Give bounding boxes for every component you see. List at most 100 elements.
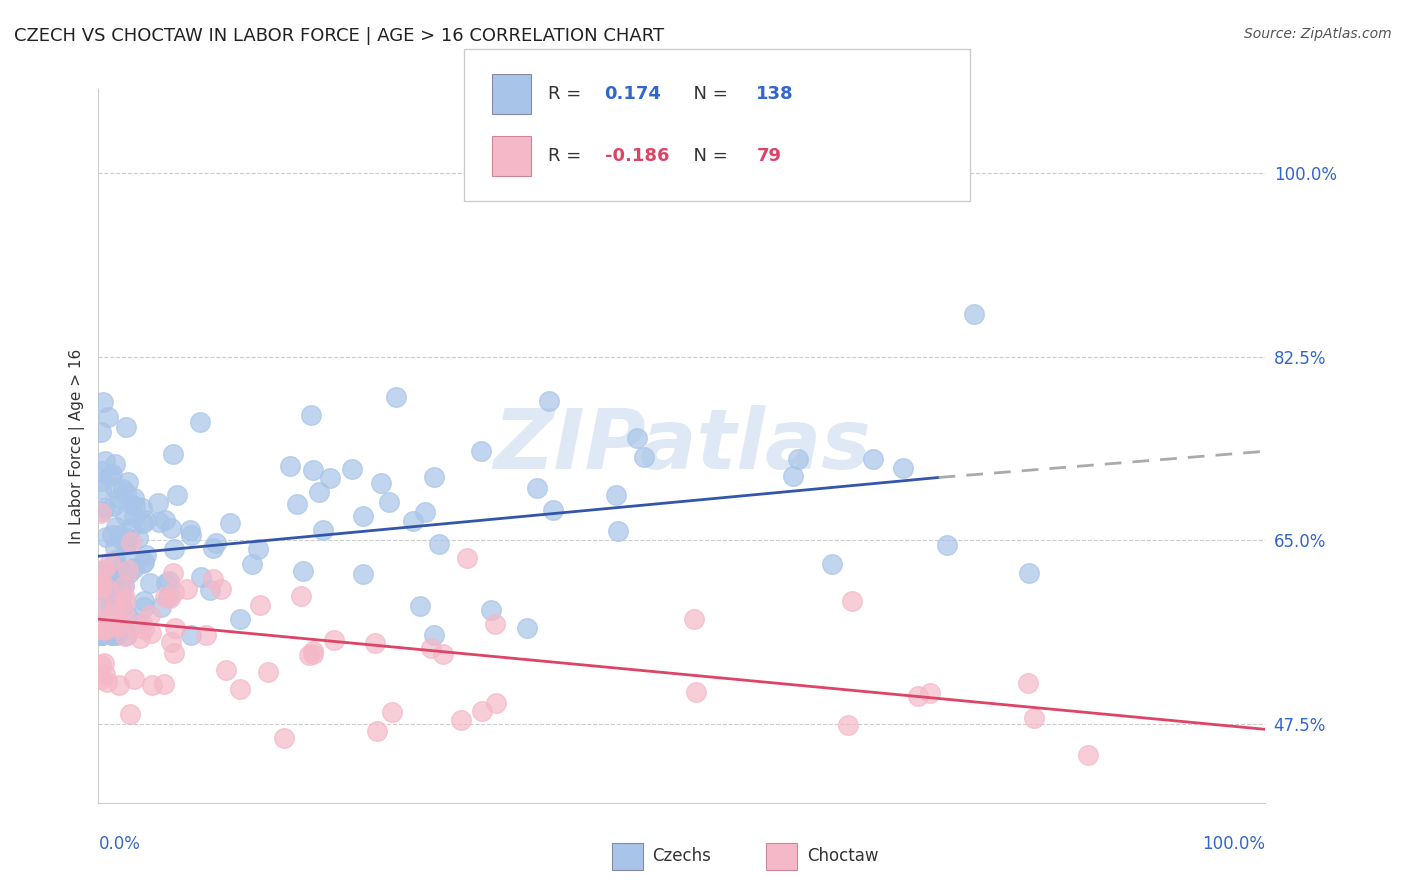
Point (605, 488, 627, 502)
Point (131, 616, 153, 631)
Point (402, 514, 425, 528)
Point (202, 541, 225, 556)
Point (94, 454, 117, 468)
Point (110, 599, 132, 613)
Point (107, 561, 129, 575)
Point (311, 523, 333, 537)
Point (682, 612, 704, 626)
Point (180, 528, 202, 542)
Point (297, 648, 319, 662)
Point (149, 600, 172, 615)
Point (685, 685, 707, 699)
Text: CZECH VS CHOCTAW IN LABOR FORCE | AGE > 16 CORRELATION CHART: CZECH VS CHOCTAW IN LABOR FORCE | AGE > … (14, 27, 664, 45)
Point (94, 530, 117, 544)
Point (323, 632, 346, 647)
Point (112, 579, 135, 593)
Point (364, 636, 387, 650)
Point (108, 678, 131, 692)
Point (96, 582, 118, 596)
Point (90, 657, 112, 672)
Point (101, 467, 124, 481)
Point (94, 617, 117, 632)
Point (146, 495, 169, 509)
Point (120, 520, 142, 534)
Point (135, 513, 157, 527)
Point (97, 586, 120, 600)
Point (121, 498, 143, 512)
Point (90, 599, 112, 614)
Point (257, 665, 280, 679)
Point (105, 568, 128, 582)
Point (247, 542, 270, 557)
Point (162, 646, 184, 660)
Point (114, 530, 136, 544)
Point (115, 608, 138, 623)
Point (626, 431, 648, 445)
Point (100, 628, 122, 642)
Point (179, 523, 201, 537)
Point (132, 622, 155, 636)
Point (427, 537, 450, 551)
Point (215, 664, 238, 678)
Point (93, 562, 115, 576)
Point (105, 628, 128, 642)
Point (112, 608, 135, 623)
Point (302, 463, 325, 477)
Point (228, 612, 250, 626)
Point (423, 470, 446, 484)
Point (98, 469, 121, 483)
Point (114, 591, 136, 606)
Point (633, 450, 655, 465)
Point (180, 628, 202, 642)
Point (409, 599, 432, 614)
Point (91, 628, 114, 642)
Point (479, 603, 502, 617)
Point (176, 582, 198, 596)
Point (108, 528, 131, 542)
Point (165, 621, 187, 635)
Point (115, 628, 138, 642)
Text: 138: 138 (756, 85, 794, 103)
Point (841, 594, 863, 608)
Point (219, 516, 242, 530)
Point (352, 567, 374, 582)
Point (90, 573, 112, 587)
Text: ZIPatlas: ZIPatlas (494, 406, 870, 486)
Point (93, 622, 115, 636)
Point (115, 420, 138, 434)
Point (90, 504, 112, 518)
Point (202, 572, 225, 586)
Text: 79: 79 (756, 147, 782, 165)
Point (131, 500, 153, 515)
Point (104, 481, 127, 495)
Point (278, 459, 301, 474)
Point (155, 513, 177, 527)
Point (484, 696, 506, 710)
Y-axis label: In Labor Force | Age > 16: In Labor Force | Age > 16 (69, 349, 84, 543)
Point (115, 486, 138, 500)
Point (141, 678, 163, 692)
Text: Choctaw: Choctaw (807, 847, 879, 865)
Point (352, 509, 374, 524)
Point (141, 626, 163, 640)
Point (471, 704, 494, 718)
Point (148, 515, 170, 529)
Point (90, 622, 112, 636)
Point (273, 731, 295, 746)
Point (159, 591, 181, 605)
Point (90, 578, 112, 592)
Point (470, 443, 492, 458)
Point (104, 553, 127, 567)
Point (104, 592, 127, 607)
Point (118, 566, 141, 580)
Point (413, 505, 436, 519)
Point (1018, 566, 1040, 580)
Point (160, 520, 183, 534)
Point (101, 606, 124, 620)
Text: -0.186: -0.186 (605, 147, 669, 165)
Point (93, 623, 115, 637)
Point (162, 447, 184, 461)
Point (907, 690, 929, 704)
Point (188, 416, 211, 430)
Point (285, 497, 308, 511)
